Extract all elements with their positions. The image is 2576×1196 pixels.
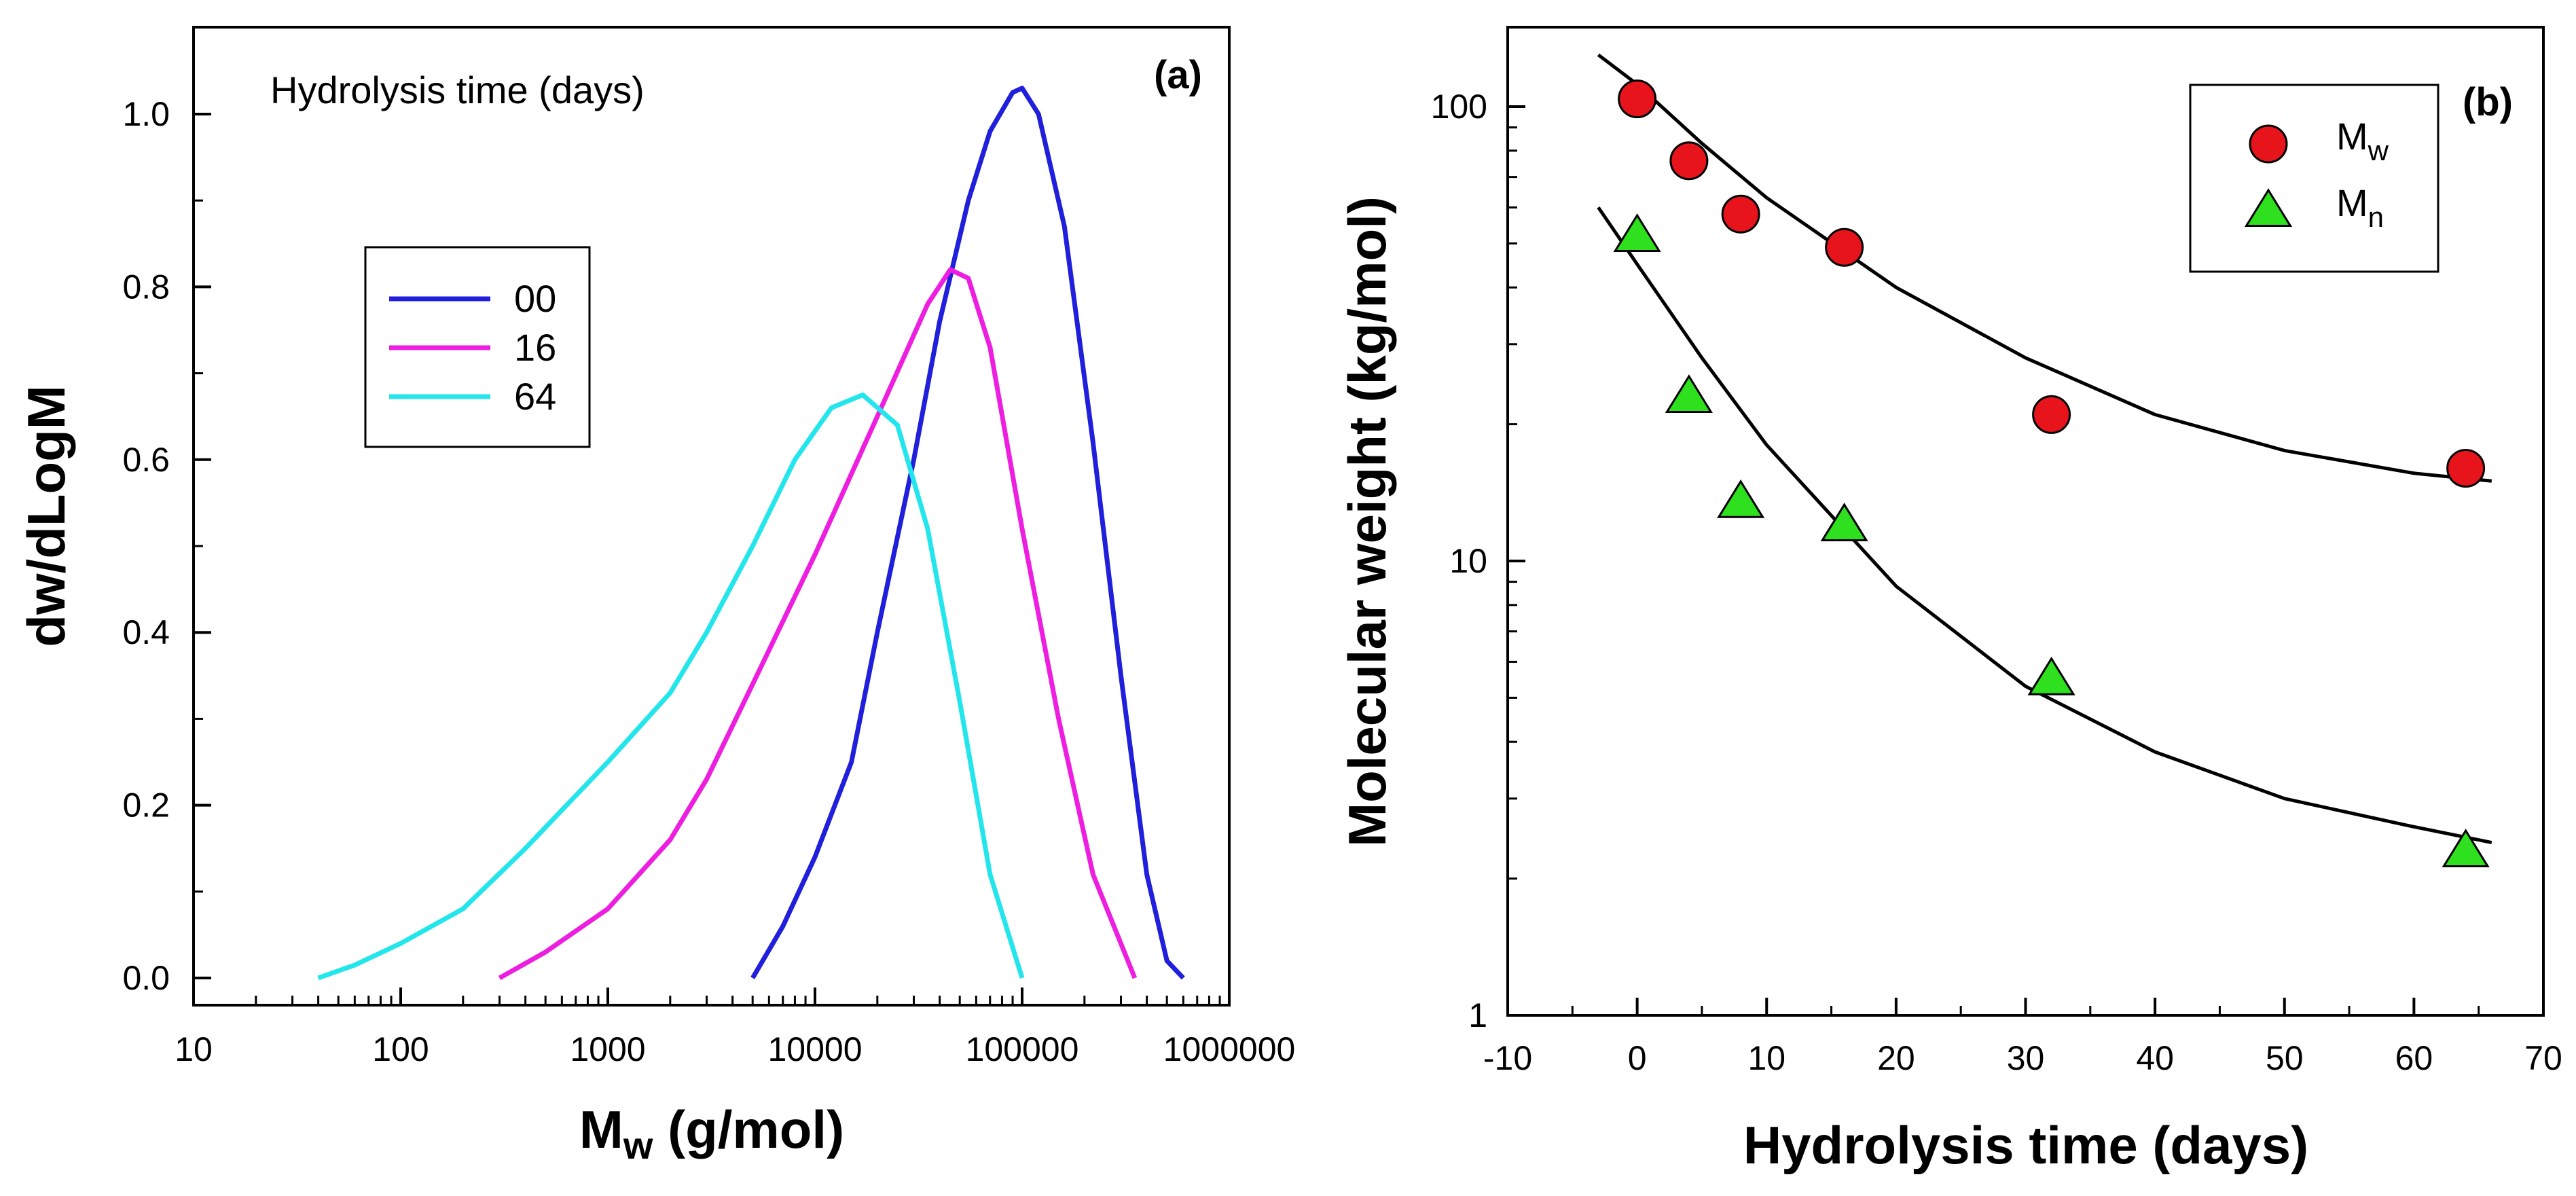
series-line-16: [498, 267, 1138, 981]
panel-b-label: (b): [2463, 80, 2513, 124]
panel-a-ytick-label: 0.2: [122, 786, 170, 824]
panel-b-legend-frame: [2189, 84, 2439, 273]
marker-Mn: [1717, 479, 1765, 518]
panel-a-ylabel: dw/dLogM: [16, 385, 76, 647]
panel-b-fit-curves: [1597, 53, 2492, 845]
legend-label-Mw: Mw: [2336, 115, 2389, 166]
panel-b-ticks: -10 0 10 20 30 40 50 60 70 1 10 100: [1431, 88, 2562, 1077]
panel-a-xtick-label: 100: [372, 1030, 429, 1068]
panel-a-label: (a): [1154, 53, 1202, 97]
panel-a-xtick-label: 10: [175, 1030, 213, 1068]
panel-a-ytick-label: 0.6: [122, 441, 170, 479]
series-line-64: [317, 392, 1025, 981]
panel-a-annotation: Hydrolysis time (days): [270, 69, 645, 111]
marker-Mn: [1613, 213, 1661, 252]
marker-Mn: [2442, 829, 2490, 868]
panel-a-legend-items: 00 16 64: [389, 277, 556, 418]
legend-label-64: 64: [514, 375, 556, 418]
panel-a-legend: 00 16 64: [364, 246, 591, 448]
legend-label-main: M: [2336, 115, 2368, 158]
panel-b-ytick-label: 1: [1468, 996, 1487, 1034]
panel-b-ytick-label: 10: [1449, 542, 1487, 580]
legend-label-00: 00: [514, 277, 556, 320]
panel-b-xtick-label: 10: [1747, 1039, 1785, 1077]
legend-label-main: M: [2336, 181, 2368, 224]
marker-Mw: [2032, 395, 2071, 434]
panel-b-xtick-label: -10: [1483, 1039, 1532, 1077]
panel-b-xtick-label: 30: [2007, 1039, 2045, 1077]
panel-a-xlabel-rest: (g/mol): [653, 1100, 844, 1159]
panel-a-xlabel: Mw (g/mol): [579, 1100, 844, 1167]
panel-b-xtick-label: 40: [2136, 1039, 2174, 1077]
panel-b-xtick-label: 70: [2524, 1039, 2562, 1077]
panel-a-ytick-label: 0.0: [122, 959, 170, 997]
marker-Mw: [1618, 79, 1657, 119]
panel-a-ytick-label: 1.0: [122, 95, 170, 133]
panel-b-markers: [1613, 79, 2490, 868]
marker-Mw: [1669, 141, 1709, 181]
panel-a-frame: [192, 26, 1231, 1007]
marker-Mw: [1721, 194, 1760, 234]
panel-b-xtick-label: 20: [1877, 1039, 1915, 1077]
panel-b-xtick-label: 0: [1628, 1039, 1647, 1077]
panel-a-ytick-label: 0.4: [122, 613, 170, 651]
marker-Mw: [1825, 228, 1864, 267]
panel-a-xtick-label: 100000: [966, 1030, 1079, 1068]
panel-a-xtick-label: 1000000: [1163, 1030, 1296, 1068]
panel-b-xtick-label: 50: [2266, 1039, 2304, 1077]
marker-Mn: [2027, 656, 2075, 695]
series-line-00: [750, 86, 1185, 980]
fit-curve-Mn: [1597, 206, 2492, 845]
panel-b-ytick-label: 100: [1431, 88, 1487, 126]
panel-a-xtick-label: 1000: [570, 1030, 645, 1068]
panel-b-xtick-label: 60: [2395, 1039, 2433, 1077]
legend-label-Mn: Mn: [2336, 181, 2384, 233]
panel-a-series-lines: [317, 86, 1185, 981]
marker-Mn: [1820, 503, 1868, 542]
marker-Mw: [2446, 448, 2486, 488]
legend-label-16: 16: [514, 326, 556, 369]
legend-marker-Mw: [2249, 124, 2288, 164]
marker-Mn: [1665, 374, 1713, 414]
legend-marker-Mn: [2244, 188, 2293, 227]
panel-b-ylabel: Molecular weight (kg/mol): [1337, 196, 1397, 847]
legend-label-sub: n: [2368, 201, 2384, 233]
panel-a-ticks: 10 100 1000 10000 100000 1000000 0.0 0.2 0.4 0.6 0…: [122, 95, 1295, 1068]
panel-b-xlabel: Hydrolysis time (days): [1743, 1115, 2308, 1175]
panel-a-xtick-label: 10000: [767, 1030, 862, 1068]
panel-a: 10 100 1000 10000 100000 1000000 0.0 0.2 0.4 0.6 0…: [16, 26, 1295, 1167]
fit-curve-Mw: [1597, 53, 2492, 483]
panel-a-xlabel-main: M: [579, 1100, 623, 1159]
panel-a-xlabel-sub: w: [623, 1124, 653, 1167]
panel-a-ytick-label: 0.8: [122, 268, 170, 306]
legend-label-sub: w: [2368, 134, 2389, 166]
